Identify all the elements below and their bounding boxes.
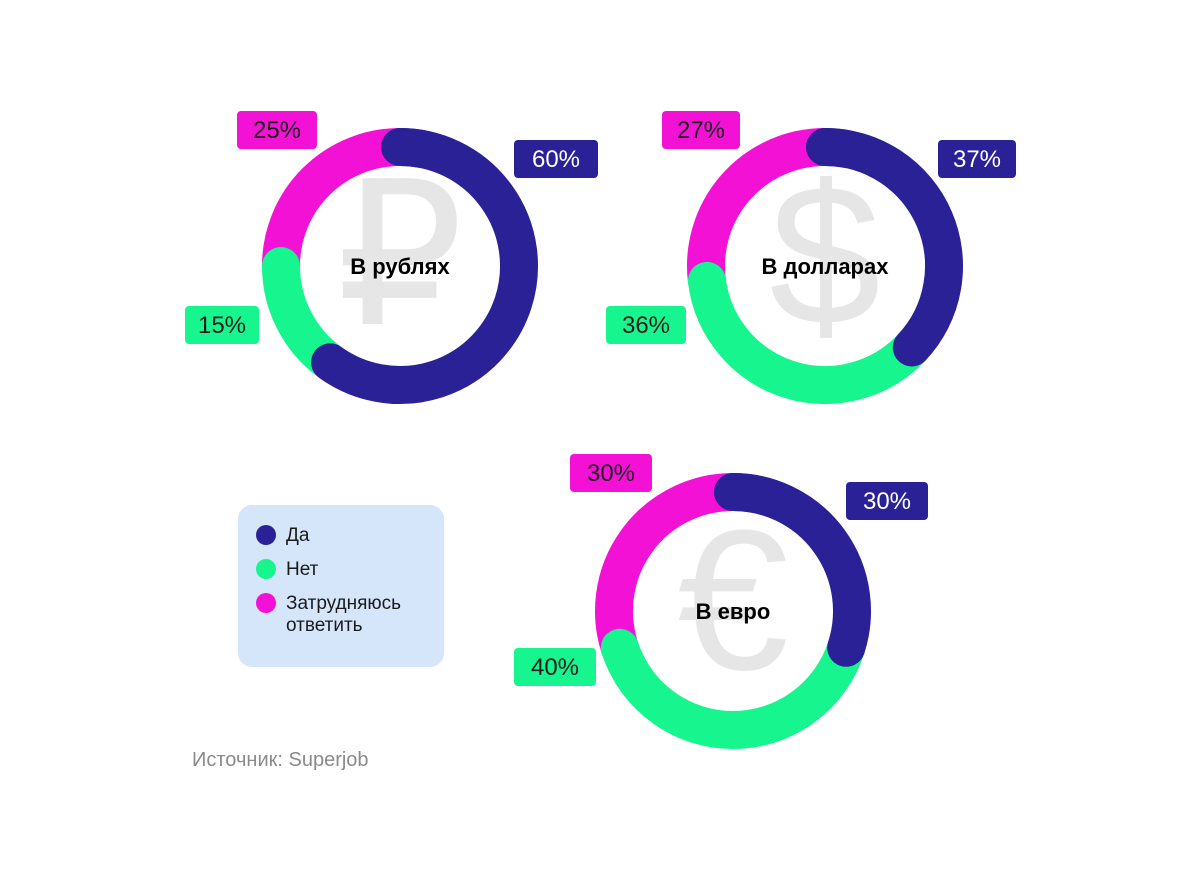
currency-symbol-1: ₽ xyxy=(336,144,463,367)
value-label-box-undecided xyxy=(662,111,740,149)
value-label-box-yes xyxy=(846,482,928,520)
legend-item-undecided: Затрудняюсь ответить xyxy=(256,593,428,637)
chart-title-3: В евро xyxy=(696,599,771,624)
value-label-box-no xyxy=(606,306,686,344)
legend-label-yes: Да xyxy=(286,525,310,546)
value-label-box-no xyxy=(185,306,259,344)
chart-title-2: В долларах xyxy=(762,254,890,279)
value-label-yes: 30% xyxy=(863,488,911,515)
chart-title-1: В рублях xyxy=(350,254,450,279)
value-label-undecided: 27% xyxy=(677,117,725,144)
donut-segment-no xyxy=(600,628,866,749)
donut-segment-yes-cap xyxy=(381,128,440,168)
donut-segment-undecided xyxy=(262,128,419,285)
value-label-undecided: 25% xyxy=(253,117,301,144)
donut-segment-yes-cap xyxy=(714,473,773,513)
donut-chart-1: ₽В рублях 60% 15% 25% xyxy=(185,111,598,404)
value-label-no: 15% xyxy=(198,312,246,339)
legend-label-undecided: Затрудняюсь ответить xyxy=(286,593,402,636)
value-label-box-undecided xyxy=(570,454,652,492)
currency-symbol-2: $ xyxy=(769,144,880,367)
legend-dot-undecided xyxy=(256,593,276,613)
value-label-box-no xyxy=(514,648,596,686)
value-label-no: 40% xyxy=(531,654,579,681)
donut-segment-undecided xyxy=(687,128,844,300)
source-note: Источник: Superjob xyxy=(192,749,369,771)
value-label-undecided: 30% xyxy=(587,460,635,487)
donut-segment-undecided xyxy=(595,473,752,667)
donut-chart-3: €В евро 30% 40% 30% xyxy=(514,454,928,749)
donut-segment-yes xyxy=(806,128,963,367)
legend-label-no: Нет xyxy=(286,559,319,580)
donut-segment-no xyxy=(687,261,931,404)
currency-symbol-3: € xyxy=(677,489,788,712)
donut-segment-yes-cap xyxy=(806,128,865,168)
legend-dot-yes xyxy=(256,525,276,545)
value-label-box-yes xyxy=(938,140,1016,178)
legend-dot-no xyxy=(256,559,276,579)
donut-segment-yes xyxy=(311,128,538,404)
legend-item-yes: Да xyxy=(256,525,428,547)
value-label-yes: 60% xyxy=(532,146,580,173)
legend: Да Нет Затрудняюсь ответить xyxy=(238,505,444,667)
value-label-box-undecided xyxy=(237,111,317,149)
value-label-yes: 37% xyxy=(953,146,1001,173)
value-label-no: 36% xyxy=(622,312,670,339)
legend-item-no: Нет xyxy=(256,559,428,581)
value-label-box-yes xyxy=(514,140,598,178)
donut-chart-2: $В долларах 37% 36% 27% xyxy=(606,111,1016,404)
